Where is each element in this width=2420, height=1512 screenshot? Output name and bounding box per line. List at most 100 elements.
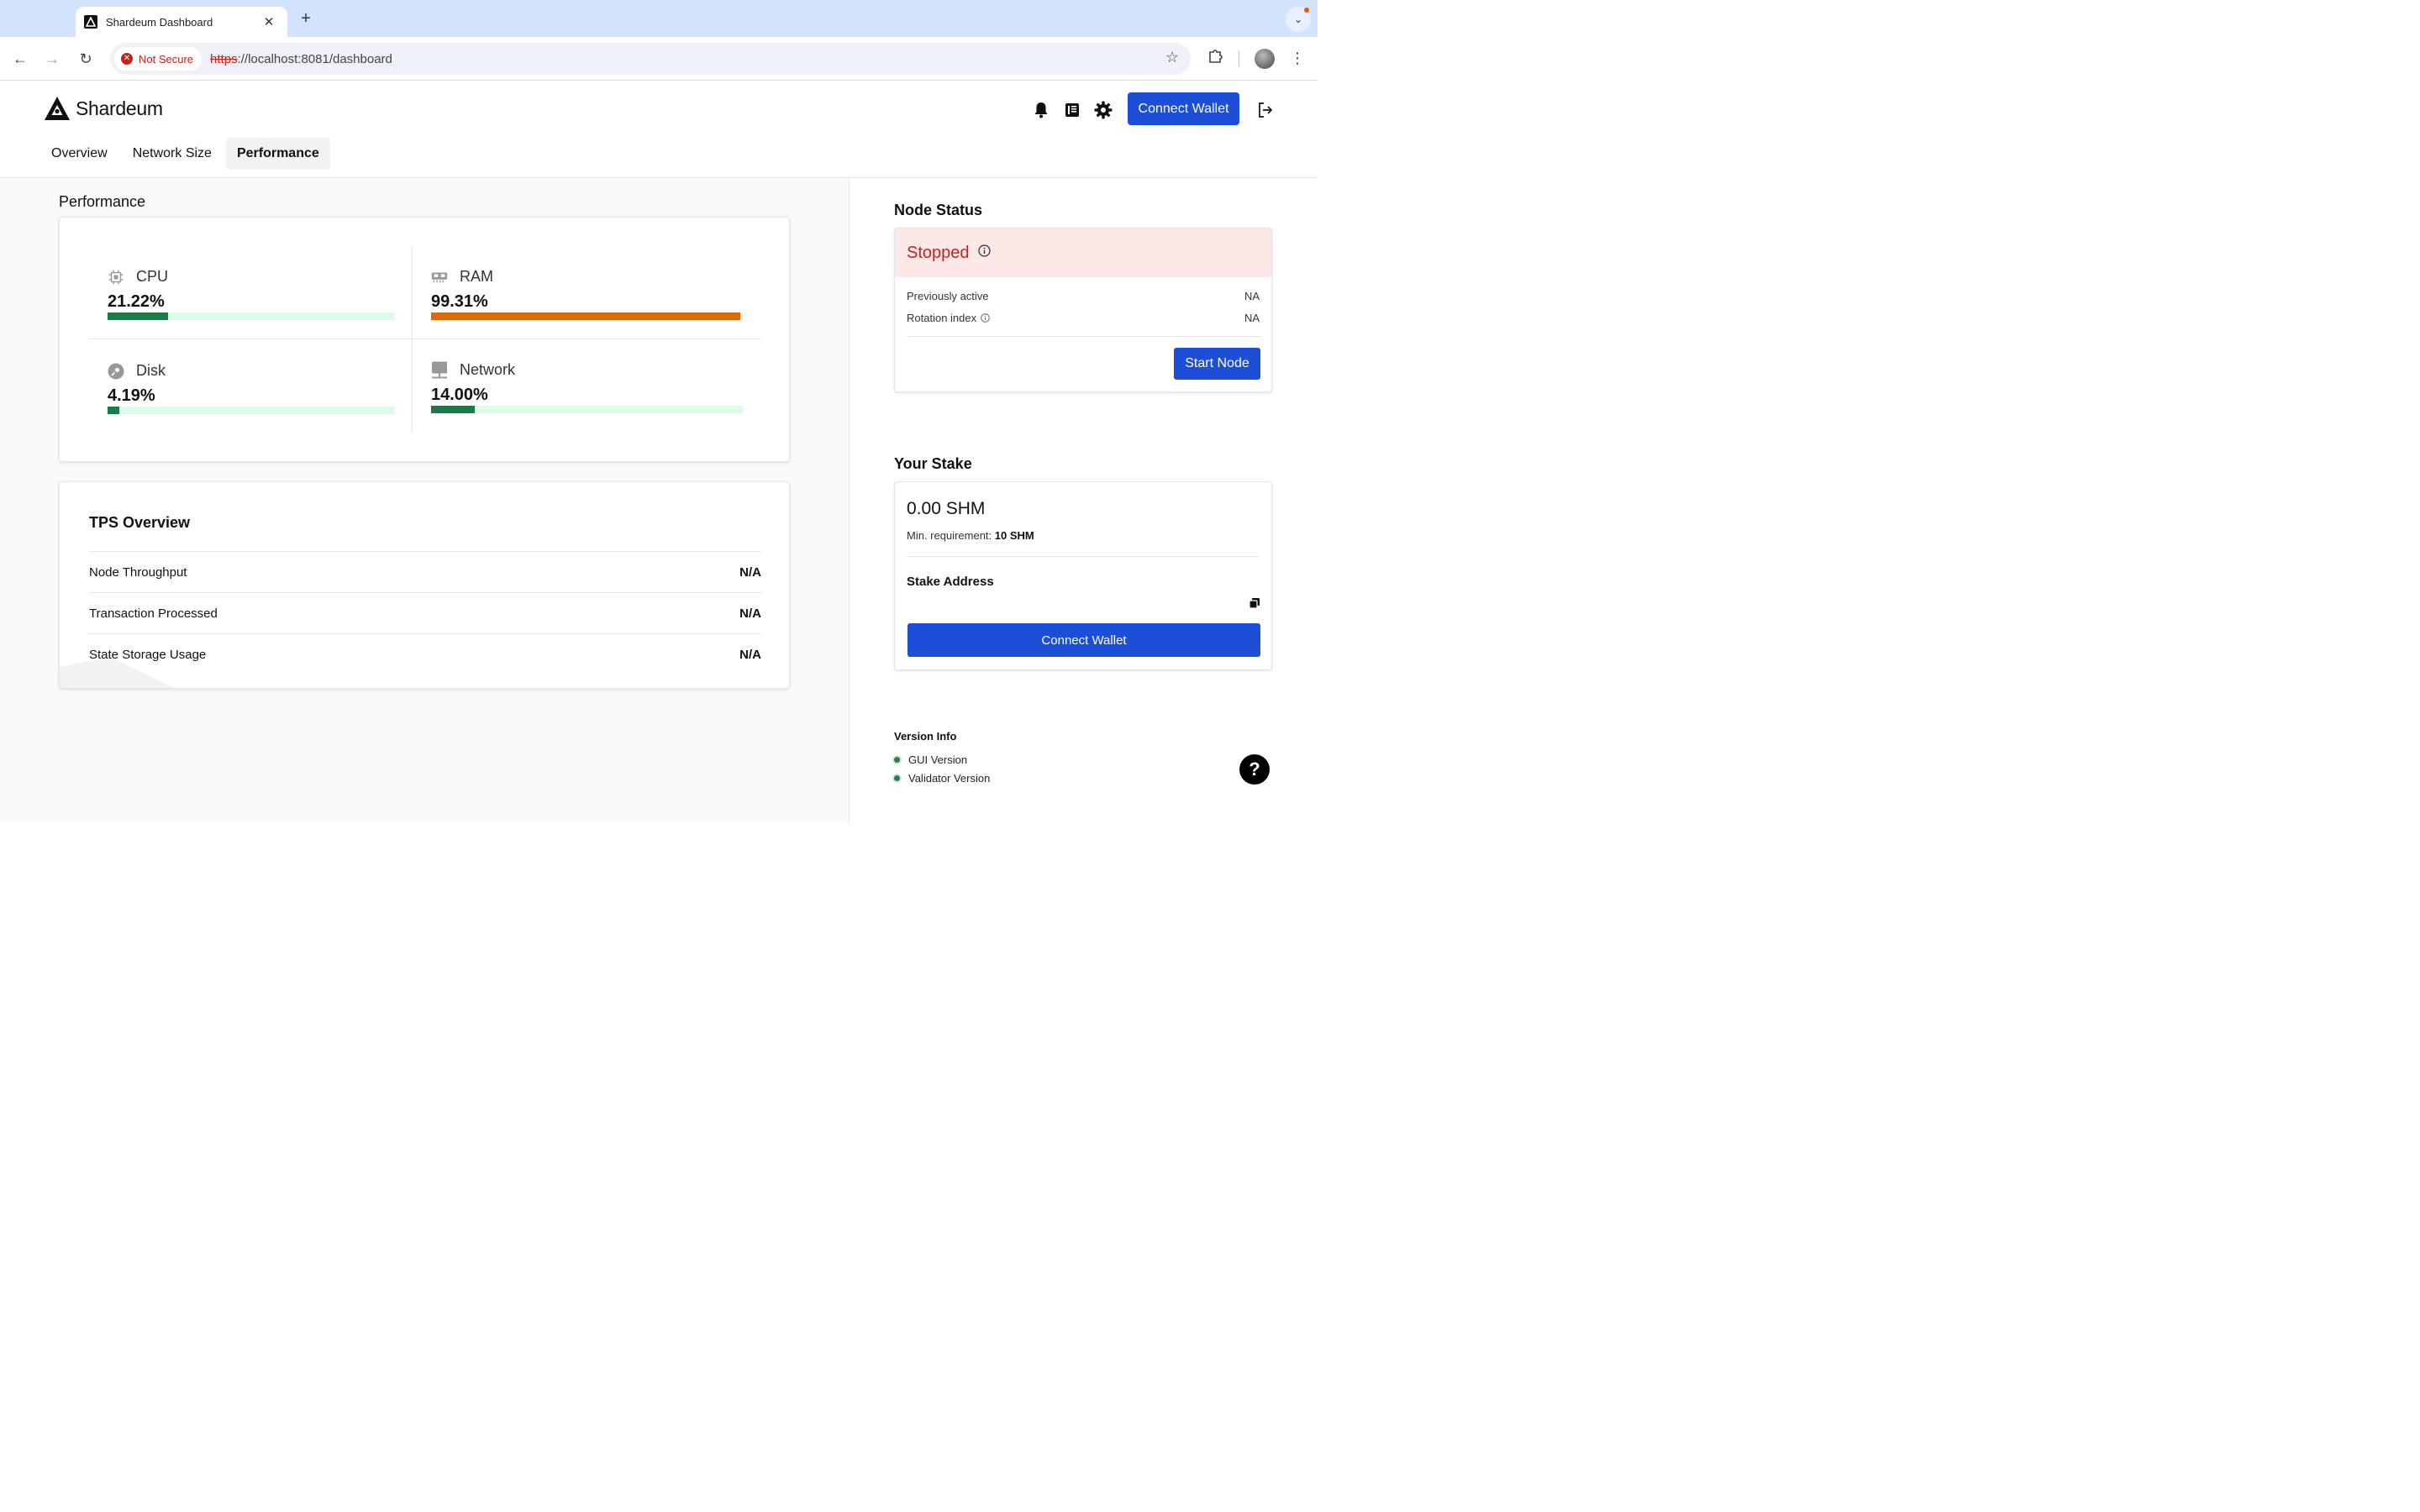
brand-name: Shardeum: [76, 97, 163, 119]
security-chip[interactable]: ✕ Not Secure: [114, 47, 203, 71]
network-metric: Network 14.00%: [431, 361, 515, 405]
disk-metric: Disk 4.19%: [108, 362, 166, 406]
tps-overview-card: TPS Overview Node Throughput N/A Transac…: [59, 481, 790, 689]
copy-icon[interactable]: [1249, 597, 1260, 613]
brand-logo[interactable]: Shardeum: [44, 96, 163, 121]
status-banner: Stopped: [895, 228, 1271, 277]
previously-active-value: NA: [1244, 290, 1260, 302]
address-bar[interactable]: ✕ Not Secure https://localhost:8081/dash…: [110, 43, 1191, 75]
cpu-icon: [108, 269, 124, 286]
cpu-value: 21.22%: [108, 292, 165, 311]
cpu-progress-fill: [108, 312, 169, 320]
network-value: 14.00%: [431, 386, 488, 404]
tps-row: Node Throughput N/A: [89, 551, 761, 592]
tps-row-label: Transaction Processed: [89, 606, 218, 621]
your-stake-title: Your Stake: [894, 455, 972, 472]
tps-row-label: State Storage Usage: [89, 647, 207, 662]
version-item-label: Validator Version: [908, 772, 991, 785]
tab-network-size[interactable]: Network Size: [132, 146, 212, 160]
stake-card: 0.00 SHM Min. requirement: 10 SHM Stake …: [894, 481, 1272, 670]
shardeum-logo-icon: [45, 97, 70, 120]
min-requirement-label: Min. requirement:: [907, 529, 992, 542]
bookmark-star-icon[interactable]: ☆: [1165, 49, 1179, 66]
tab-title: Shardeum Dashboard: [106, 15, 213, 29]
status-divider: [907, 336, 1260, 337]
disk-value: 4.19%: [108, 386, 155, 405]
forward-icon[interactable]: →: [45, 50, 60, 67]
connect-wallet-header-button[interactable]: Connect Wallet: [1128, 92, 1239, 125]
rotation-index-row: Rotation index NA: [907, 312, 1260, 324]
ram-label: RAM: [460, 268, 493, 285]
logout-icon[interactable]: [1255, 99, 1276, 121]
url-scheme: https: [210, 51, 238, 66]
connect-wallet-stake-button[interactable]: Connect Wallet: [908, 623, 1260, 657]
network-progress-fill: [431, 406, 475, 413]
tab-search-icon[interactable]: ⌄: [1286, 7, 1311, 32]
start-node-button[interactable]: Start Node: [1174, 348, 1260, 380]
tps-row: State Storage Usage N/A: [89, 633, 761, 675]
status-info-icon[interactable]: [977, 244, 991, 261]
disk-progress-fill: [108, 407, 120, 414]
rotation-info-icon[interactable]: [981, 313, 990, 323]
tps-row-value: N/A: [739, 606, 761, 621]
warning-icon: ✕: [121, 53, 133, 65]
docs-icon[interactable]: [1061, 99, 1083, 121]
version-item-validator: Validator Version: [894, 772, 990, 785]
network-icon: [431, 361, 448, 379]
rotation-index-value: NA: [1244, 312, 1260, 324]
min-requirement-value: 10 SHM: [994, 529, 1034, 542]
gear-icon[interactable]: [1092, 99, 1114, 121]
performance-title: Performance: [59, 193, 146, 210]
status-dot: [894, 775, 900, 781]
profile-avatar[interactable]: [1255, 49, 1275, 69]
new-tab-icon[interactable]: +: [301, 9, 311, 28]
tab-overview[interactable]: Overview: [51, 146, 108, 160]
help-button[interactable]: ?: [1239, 754, 1270, 785]
dashboard-tabs: Overview Network Size Performance: [40, 138, 334, 170]
decorative-shape: [60, 657, 174, 688]
node-status-title: Node Status: [894, 202, 983, 218]
tps-row-label: Node Throughput: [89, 564, 187, 580]
min-requirement: Min. requirement: 10 SHM: [907, 529, 1034, 542]
cpu-label: CPU: [136, 268, 169, 285]
stake-amount: 0.00 SHM: [907, 499, 986, 518]
stake-divider: [907, 556, 1260, 557]
cpu-metric: CPU 21.22%: [108, 268, 168, 312]
disk-progress-bar: [108, 407, 394, 414]
version-item-gui: GUI Version: [894, 753, 967, 766]
browser-tab[interactable]: Shardeum Dashboard ✕: [76, 7, 287, 37]
disk-label: Disk: [136, 362, 166, 379]
url-text[interactable]: https://localhost:8081/dashboard: [210, 52, 392, 66]
disk-icon: [108, 363, 124, 380]
performance-divider-vertical: [412, 246, 413, 433]
ram-progress-fill: [431, 312, 741, 320]
browser-tab-bar: Shardeum Dashboard ✕ + ⌄: [0, 0, 1318, 37]
browser-menu-icon[interactable]: ⋮: [1290, 50, 1305, 66]
ram-metric: RAM 99.31%: [431, 268, 493, 312]
reload-icon[interactable]: ↻: [79, 50, 92, 67]
ram-value: 99.31%: [431, 292, 488, 311]
tps-row-value: N/A: [739, 564, 761, 580]
cpu-progress-bar: [108, 312, 394, 320]
extensions-icon[interactable]: [1205, 47, 1225, 67]
back-icon[interactable]: ←: [13, 50, 28, 67]
previously-active-row: Previously active NA: [907, 290, 1260, 302]
ram-progress-bar: [431, 312, 743, 320]
tps-row: Transaction Processed N/A: [89, 592, 761, 633]
tab-performance[interactable]: Performance: [225, 138, 330, 170]
tps-row-value: N/A: [739, 647, 761, 662]
status-text: Stopped: [907, 243, 970, 262]
version-info-title: Version Info: [894, 730, 957, 743]
network-progress-bar: [431, 406, 743, 413]
network-label: Network: [460, 361, 516, 378]
rotation-index-label: Rotation index: [907, 312, 977, 324]
url-rest: ://localhost:8081/dashboard: [237, 51, 392, 66]
stake-address-label: Stake Address: [907, 575, 994, 589]
ram-icon: [431, 269, 448, 286]
app-header: Shardeum Connect Wallet Overview Network…: [0, 81, 1318, 178]
notification-dot: [1304, 8, 1309, 13]
main-content: Performance CPU 21.22% RAM 99.31%: [0, 178, 849, 823]
bell-icon[interactable]: [1030, 99, 1052, 121]
close-tab-icon[interactable]: ✕: [263, 15, 275, 29]
shardeum-favicon-icon: [84, 15, 97, 29]
